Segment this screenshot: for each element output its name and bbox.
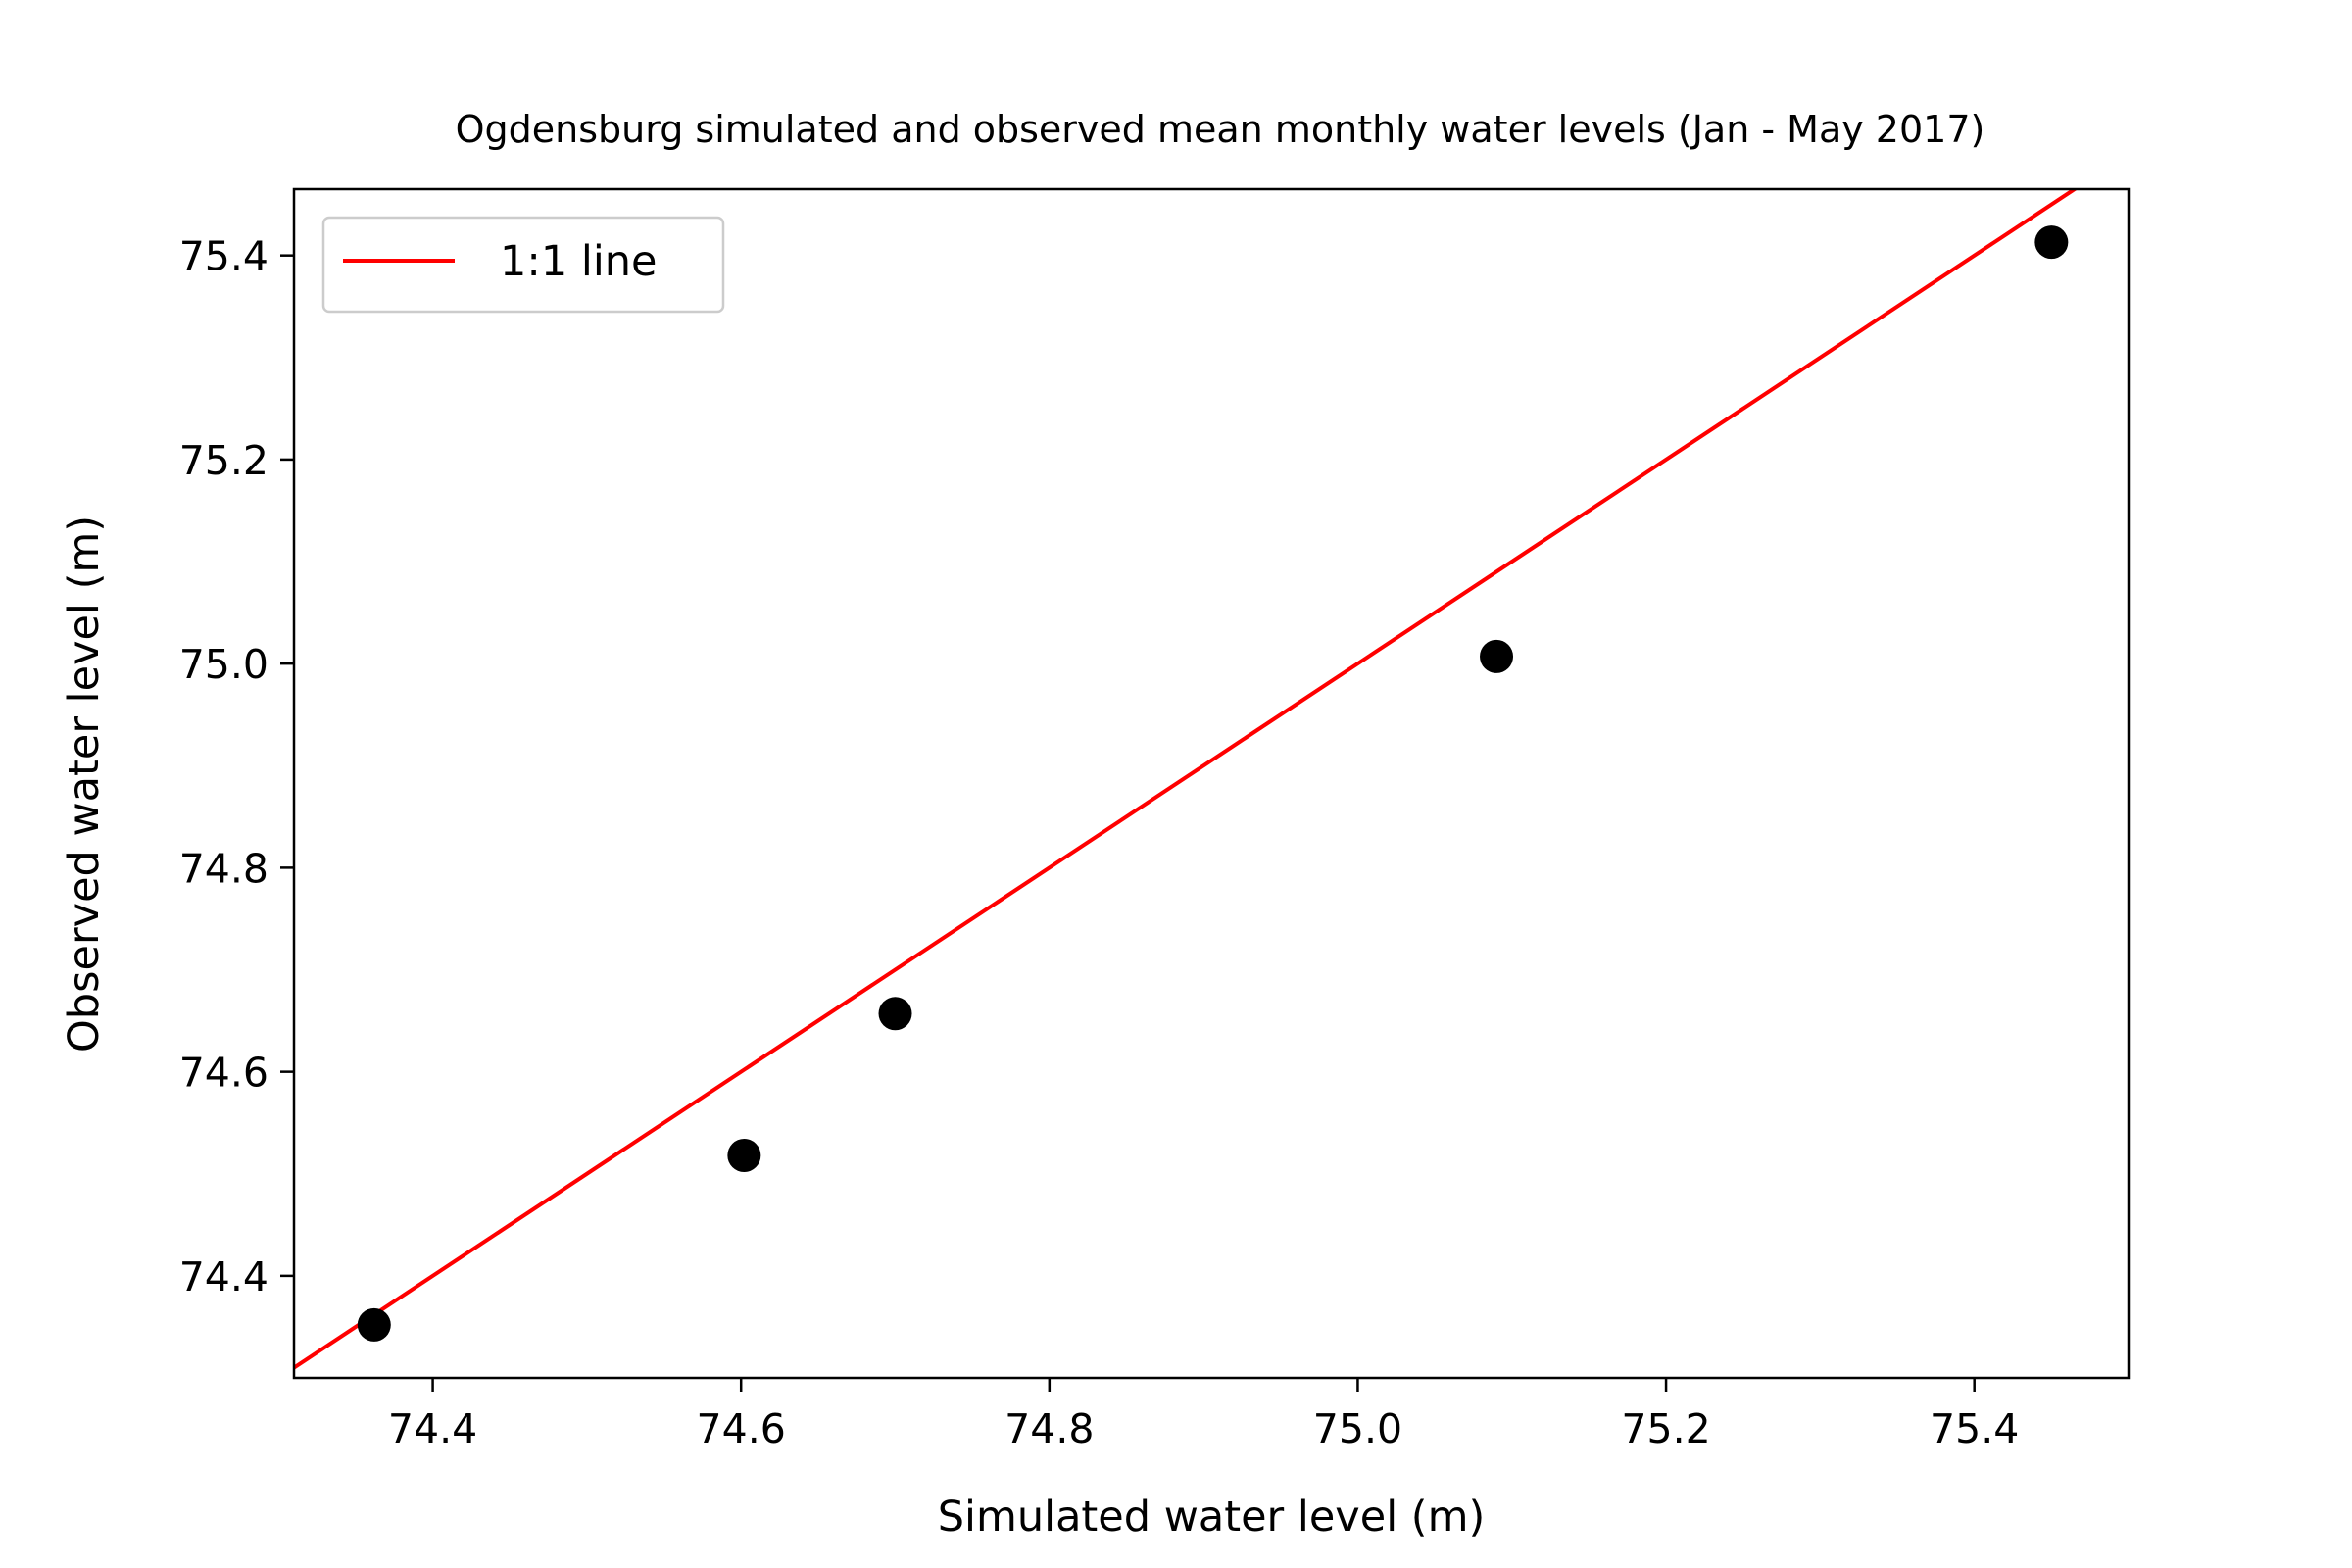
legend: 1:1 line — [321, 216, 725, 314]
y-tick-label: 75.0 — [179, 641, 269, 688]
y-tick-label: 74.8 — [179, 845, 269, 892]
data-point — [878, 997, 912, 1031]
x-tick-label: 75.4 — [1930, 1405, 2019, 1452]
one-to-one-line — [294, 189, 2079, 1370]
chart-title: Ogdensburg simulated and observed mean m… — [456, 108, 1985, 151]
x-tick-label: 74.6 — [697, 1405, 786, 1452]
y-tick-label: 74.4 — [179, 1253, 269, 1300]
x-tick-label: 75.2 — [1621, 1405, 1710, 1452]
legend-label: 1:1 line — [500, 237, 657, 286]
x-axis-ticks: 74.4 74.6 74.8 75.0 75.2 75.4 — [388, 1378, 2019, 1452]
data-point — [357, 1307, 391, 1342]
y-axis-label: Observed water level (m) — [60, 515, 109, 1053]
data-point — [727, 1139, 761, 1173]
y-tick-label: 75.4 — [179, 233, 269, 280]
plot-frame — [292, 187, 2131, 1380]
y-tick-label: 74.6 — [179, 1050, 269, 1097]
data-points — [357, 225, 2069, 1342]
plot-area — [294, 189, 2079, 1370]
x-tick-label: 74.8 — [1004, 1405, 1094, 1452]
data-point — [2034, 225, 2069, 260]
x-tick-label: 74.4 — [388, 1405, 477, 1452]
x-tick-label: 75.0 — [1313, 1405, 1402, 1452]
legend-box — [321, 216, 725, 314]
data-point — [1480, 639, 1514, 673]
y-axis-ticks: 74.4 74.6 74.8 75.0 75.2 75.4 — [179, 233, 294, 1300]
y-tick-label: 75.2 — [179, 437, 269, 484]
x-axis-label: Simulated water level (m) — [938, 1493, 1486, 1542]
